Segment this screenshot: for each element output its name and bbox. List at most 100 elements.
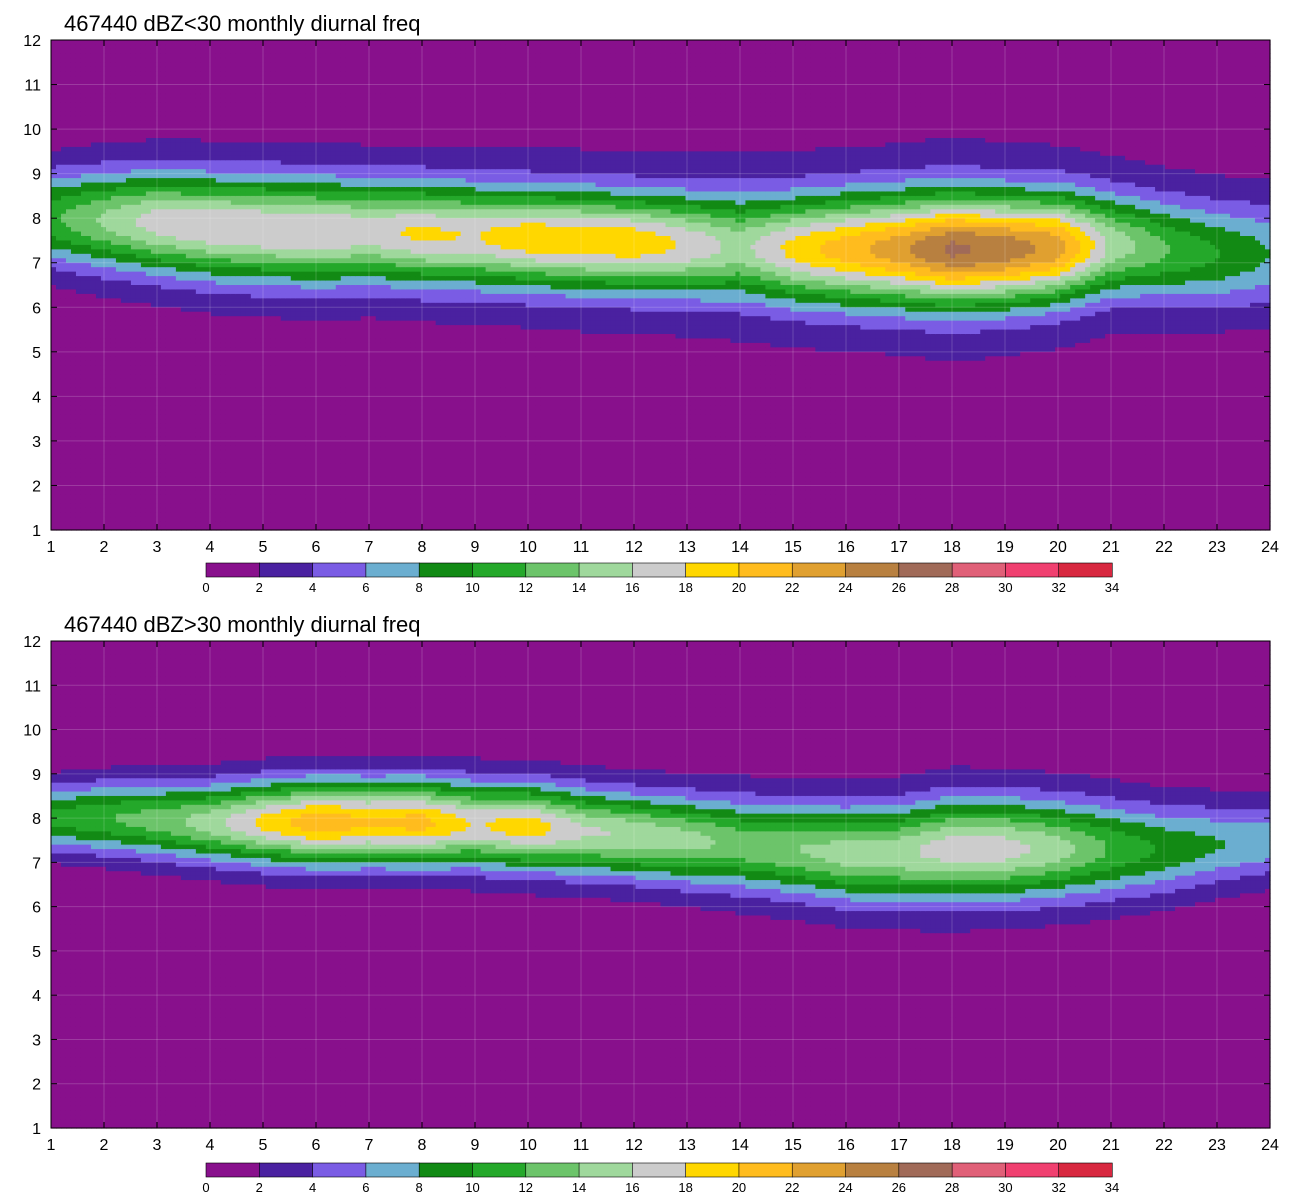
heatmap-cell [76,62,82,67]
heatmap-cell [71,508,77,513]
heatmap-cell [56,285,62,290]
heatmap-cell [66,205,72,210]
heatmap-cell [76,298,82,303]
heatmap-cell [76,276,82,281]
heatmap-cell [61,85,67,90]
heatmap-cell [71,263,77,268]
heatmap-cell [66,272,72,277]
heatmap-cell [61,200,67,205]
heatmap-cell [61,191,67,196]
heatmap-cell [51,490,57,495]
heatmap-cell [51,428,57,433]
heatmap-cell [81,116,87,121]
heatmap-cell [56,472,62,477]
heatmap-cell [71,236,77,241]
heatmap-cell [71,463,77,468]
heatmap-cell [76,441,82,446]
heatmap-cell [61,325,67,330]
heatmap-cell [61,165,67,170]
heatmap-cell [61,147,67,152]
heatmap-cell [76,232,82,237]
heatmap-cell [71,441,77,446]
heatmap-cell [66,240,72,245]
heatmap-cell [61,67,67,72]
heatmap-cell [71,58,77,63]
heatmap-cell [81,151,87,156]
heatmap-cell [81,187,87,192]
heatmap-cell [66,267,72,272]
heatmap-cell [76,338,82,343]
heatmap-cell [51,205,57,210]
heatmap-cell [51,508,57,513]
heatmap-cell [61,459,67,464]
heatmap-cell [61,227,67,232]
heatmap-cell [76,312,82,317]
heatmap-cell [71,343,77,348]
heatmap-cell [56,321,62,326]
heatmap-cell [76,325,82,330]
heatmap-cell [71,111,77,116]
heatmap-cell [51,196,57,201]
heatmap-cell [51,334,57,339]
heatmap-cell [71,485,77,490]
heatmap-cell [66,379,72,384]
heatmap-cell [76,343,82,348]
heatmap-cell [71,356,77,361]
heatmap-cell [56,196,62,201]
heatmap-cell [71,503,77,508]
heatmap-cell [56,191,62,196]
heatmap-cell [76,40,82,45]
heatmap-cell [76,361,82,366]
heatmap-cell [66,232,72,237]
heatmap-cell [76,387,82,392]
heatmap-cell [71,370,77,375]
heatmap-cell [61,267,67,272]
heatmap-cell [51,307,57,312]
heatmap-cell [61,120,67,125]
heatmap-cell [71,294,77,299]
heatmap-cell [76,187,82,192]
heatmap-cell [71,387,77,392]
heatmap-cell [66,58,72,63]
heatmap-cell [81,120,87,125]
heatmap-cell [56,267,62,272]
heatmap-cell [76,401,82,406]
heatmap-cell [76,267,82,272]
heatmap-cell [51,98,57,103]
heatmap-cell [56,312,62,317]
heatmap-cell [61,93,67,98]
heatmap-cell [66,49,72,54]
heatmap-cell [76,200,82,205]
heatmap-cell [81,178,87,183]
heatmap-cell [56,240,62,245]
heatmap-cell [66,254,72,259]
heatmap-cell [71,428,77,433]
heatmap-cell [56,89,62,94]
heatmap-cell [51,517,57,522]
heatmap-cell [51,450,57,455]
heatmap-cell [61,494,67,499]
heatmap-cell [66,494,72,499]
heatmap-cell [66,298,72,303]
heatmap-cell [76,93,82,98]
heatmap-cell [61,218,67,223]
heatmap-cell [56,517,62,522]
heatmap-cell [71,289,77,294]
heatmap-cell [61,370,67,375]
heatmap-cell [71,147,77,152]
heatmap-cell [71,374,77,379]
heatmap-cell [81,111,87,116]
heatmap-cell [76,85,82,90]
heatmap-cell [71,401,77,406]
chart-title: 467440 dBZ<30 monthly diurnal freq [64,11,421,36]
heatmap-cell [56,307,62,312]
heatmap-cell [51,232,57,237]
heatmap-cell [56,334,62,339]
heatmap-cell [61,517,67,522]
heatmap-cell [56,379,62,384]
heatmap-cell [71,307,77,312]
heatmap-cell [76,374,82,379]
heatmap-cell [76,120,82,125]
heatmap-cell [76,512,82,517]
heatmap-cell [71,450,77,455]
